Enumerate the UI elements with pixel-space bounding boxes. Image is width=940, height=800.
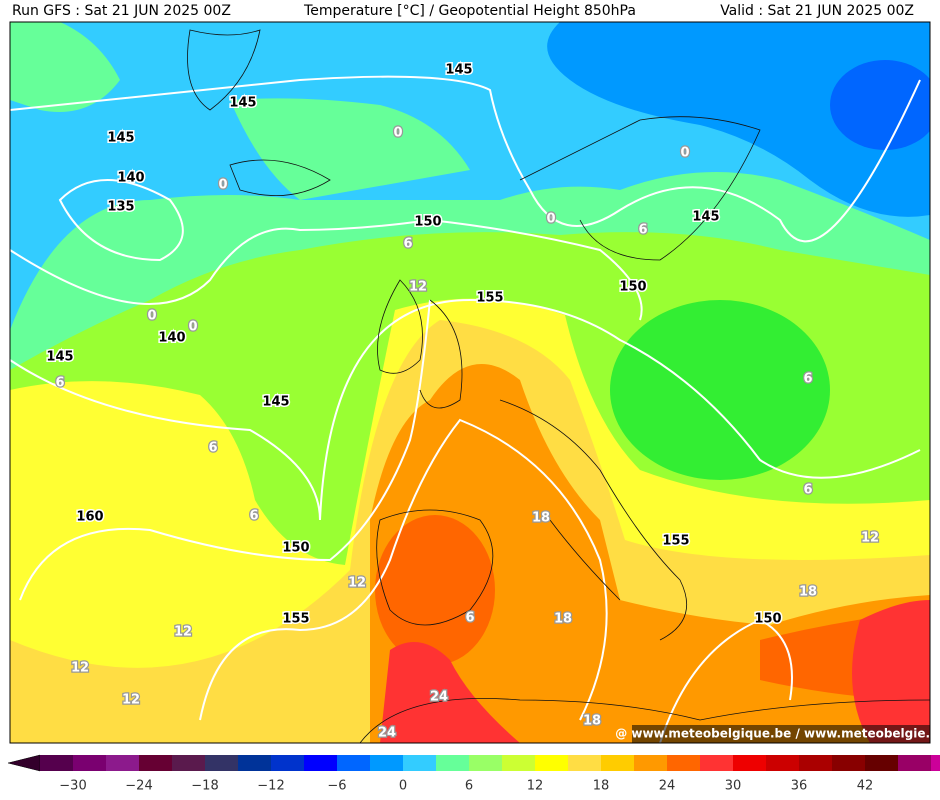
temperature-label: 12 (122, 693, 140, 708)
colorbar-swatch (73, 755, 106, 771)
valid-label: Valid : Sat 21 JUN 2025 00Z (720, 3, 914, 19)
temperature-field (10, 22, 930, 743)
height-label: 145 (107, 131, 134, 146)
height-label: 155 (282, 612, 309, 627)
map-frame (9, 21, 931, 744)
colorbar-swatch (304, 755, 337, 771)
height-label: 135 (107, 200, 134, 215)
height-label: 145 (445, 63, 472, 78)
temperature-label: 12 (174, 625, 192, 640)
temperature-label: 6 (638, 223, 647, 238)
temperature-label: 12 (71, 661, 89, 676)
temperature-label: 0 (188, 320, 197, 335)
temperature-label: 6 (403, 237, 412, 252)
colorbar-swatch (238, 755, 271, 771)
colorbar-label: −24 (125, 779, 152, 794)
temperature-label: 6 (55, 376, 64, 391)
colorbar-label: 6 (465, 779, 473, 794)
temperature-label: 18 (532, 511, 550, 526)
height-label: 155 (476, 291, 503, 306)
colorbar-swatch (568, 755, 601, 771)
height-label: 160 (76, 510, 103, 525)
temperature-label: 24 (378, 726, 396, 741)
height-label: 150 (619, 280, 646, 295)
height-label: 145 (46, 350, 73, 365)
colorbar-swatch (403, 755, 436, 771)
colorbar-swatch (271, 755, 304, 771)
colorbar-swatch (700, 755, 733, 771)
temperature-label: 0 (147, 309, 156, 324)
colorbar-swatch (799, 755, 832, 771)
colorbar: −30 −24 −18 −12 −6 0 6 12 18 24 30 36 42 (7, 754, 940, 794)
watermark-bg (632, 725, 930, 743)
colorbar-label: 12 (527, 779, 544, 794)
temperature-label: 12 (409, 280, 427, 295)
colorbar-label: 42 (857, 779, 874, 794)
colorbar-label: −6 (327, 779, 346, 794)
temperature-label: 18 (554, 612, 572, 627)
colorbar-label: −30 (59, 779, 86, 794)
colorbar-swatch (931, 755, 940, 771)
coastlines (187, 29, 930, 743)
temperature-label: 18 (799, 585, 817, 600)
temperature-label: 0 (546, 212, 555, 227)
colorbar-label: 0 (399, 779, 407, 794)
temperature-label: 12 (348, 576, 366, 591)
height-label: 145 (692, 210, 719, 225)
colorbar-swatch (535, 755, 568, 771)
colorbar-label: 24 (659, 779, 676, 794)
height-contours (10, 75, 921, 743)
colorbar-swatch (469, 755, 502, 771)
temperature-label: 24 (430, 690, 448, 705)
height-label: 140 (158, 331, 185, 346)
colorbar-swatch (205, 755, 238, 771)
colorbar-swatch (40, 755, 73, 771)
colorbar-swatch (898, 755, 931, 771)
height-label: 155 (662, 534, 689, 549)
height-label: 150 (282, 541, 309, 556)
colorbar-swatch (733, 755, 766, 771)
temperature-label: 0 (393, 126, 402, 141)
colorbar-swatch (601, 755, 634, 771)
temperature-label: 0 (218, 178, 227, 193)
colorbar-swatch (139, 755, 172, 771)
colorbar-label: −12 (257, 779, 284, 794)
colorbar-swatch (436, 755, 469, 771)
temperature-label: 6 (208, 441, 217, 456)
temperature-label: 6 (249, 509, 258, 524)
temperature-label: 6 (465, 611, 474, 626)
temperature-label: 6 (803, 483, 812, 498)
watermark: @ www.meteobelgique.be / www.meteobelgie… (615, 727, 940, 741)
height-label: 150 (754, 612, 781, 627)
colorbar-swatch (634, 755, 667, 771)
colorbar-arrow-left (7, 754, 41, 772)
colorbar-swatch (106, 755, 139, 771)
temperature-label: 18 (583, 714, 601, 729)
colorbar-swatch (337, 755, 370, 771)
colorbar-label: 30 (725, 779, 742, 794)
height-label: 150 (414, 215, 441, 230)
colorbar-swatch (832, 755, 865, 771)
colorbar-swatch (766, 755, 799, 771)
temperature-label: 6 (803, 372, 812, 387)
temperature-label: 12 (861, 531, 879, 546)
colorbar-swatch (370, 755, 403, 771)
colorbar-swatch (667, 755, 700, 771)
height-label: 145 (262, 395, 289, 410)
height-label: 145 (229, 96, 256, 111)
height-label: 140 (117, 171, 144, 186)
colorbar-label: 18 (593, 779, 610, 794)
colorbar-swatch (172, 755, 205, 771)
colorbar-label: 36 (791, 779, 808, 794)
colorbar-swatch (502, 755, 535, 771)
colorbar-swatch (865, 755, 898, 771)
temperature-label: 0 (680, 146, 689, 161)
run-label: Run GFS : Sat 21 JUN 2025 00Z (12, 3, 231, 19)
map-title: Temperature [°C] / Geopotential Height 8… (303, 3, 636, 19)
colorbar-label: −18 (191, 779, 218, 794)
contour-labels: 145 145 145 140 135 150 145 150 155 140 145 145 160 1… (45, 61, 880, 742)
